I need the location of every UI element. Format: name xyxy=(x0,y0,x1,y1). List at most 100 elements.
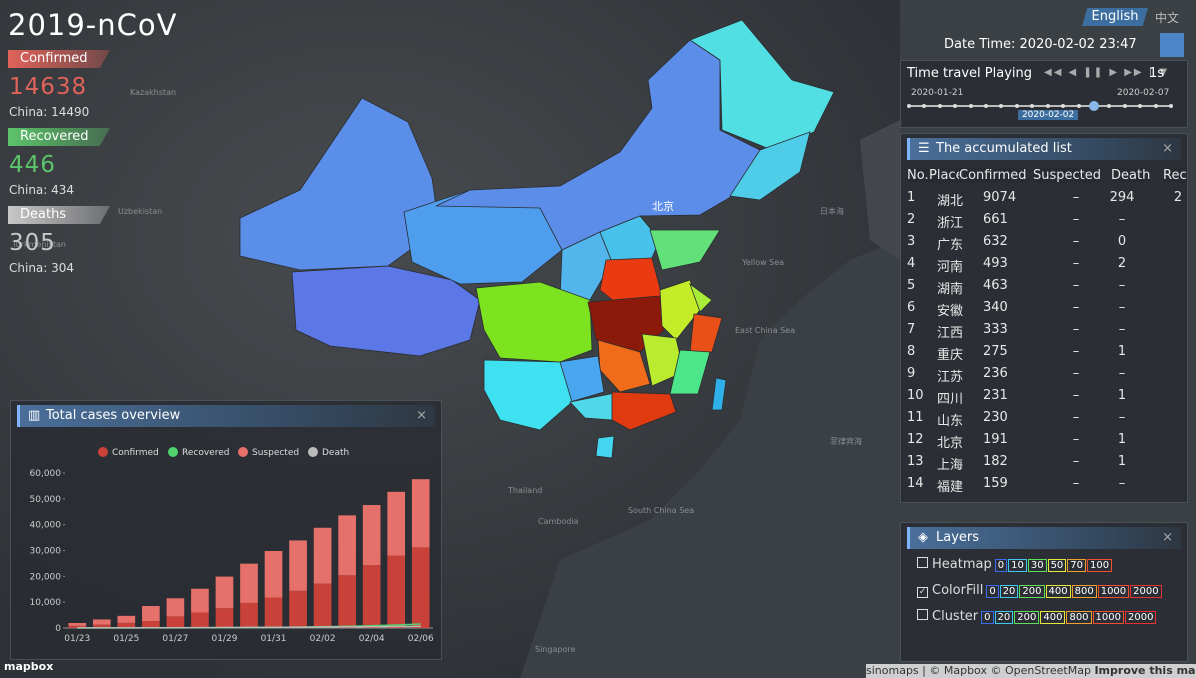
close-button[interactable]: × xyxy=(1162,530,1173,545)
x-tick-label: 02/06 xyxy=(408,634,434,644)
scale-box: 400 xyxy=(1040,611,1066,624)
map-label: Singapore xyxy=(535,645,576,654)
map-label: Yellow Sea xyxy=(742,258,785,267)
close-button[interactable]: × xyxy=(416,408,427,423)
bar xyxy=(240,602,258,628)
table-cell: 上海 xyxy=(937,458,964,473)
table-cell: – xyxy=(1072,366,1080,381)
slider-dot xyxy=(1153,104,1158,108)
table-cell: 236 xyxy=(983,366,1008,381)
table-cell: 661 xyxy=(983,212,1008,227)
table-cell: 182 xyxy=(983,454,1008,469)
column-header: Death xyxy=(1111,168,1151,183)
x-tick-label: 01/29 xyxy=(211,634,237,644)
slider-dot xyxy=(984,104,989,108)
scale-box: 2000 xyxy=(1130,585,1162,598)
legend-label[interactable]: Recovered xyxy=(182,448,229,458)
table-cell: 1 xyxy=(907,190,916,205)
legend-label[interactable]: Death xyxy=(322,448,349,458)
layer-checkbox[interactable] xyxy=(917,609,928,620)
slider-dot xyxy=(968,104,973,108)
scale-box: 1000 xyxy=(1092,611,1124,624)
y-tick-label: 50,000 xyxy=(30,495,62,505)
bar xyxy=(92,624,111,628)
layer-name[interactable]: Heatmap xyxy=(932,557,992,572)
scale-box: 1000 xyxy=(1097,585,1130,598)
bar xyxy=(166,598,185,617)
table-cell: 重庆 xyxy=(937,348,964,363)
table-cell: 9 xyxy=(907,366,916,381)
layer-checkbox[interactable] xyxy=(917,557,928,568)
x-tick-label: 01/25 xyxy=(113,634,139,644)
table-cell: 山东 xyxy=(937,414,964,429)
x-tick-label: 01/27 xyxy=(162,634,188,644)
bar xyxy=(191,612,209,628)
layer-name[interactable]: ColorFill xyxy=(932,583,984,598)
table-cell: 231 xyxy=(983,388,1008,403)
table-cell: 5 xyxy=(907,278,916,293)
panel-header: ☰ The accumulated list × xyxy=(907,138,1181,160)
bar xyxy=(362,565,381,628)
slider-dot xyxy=(1061,104,1066,108)
layer-row: Cluster 0 20 200 400 800 1000 2000 xyxy=(917,609,1185,625)
close-button[interactable]: × xyxy=(1162,141,1173,156)
layer-checkbox[interactable]: ✓ xyxy=(917,587,928,598)
slider-dot xyxy=(1045,104,1050,108)
table-cell: – xyxy=(1072,432,1080,447)
y-tick-label: 60,000 xyxy=(30,469,62,479)
playback-controls[interactable]: ◀◀ ◀ ❚❚ ▶ ▶▶ | ▼ xyxy=(1044,67,1170,78)
table-cell: 493 xyxy=(983,256,1008,271)
table-cell: 230 xyxy=(983,410,1008,425)
table-cell: 江西 xyxy=(937,326,964,341)
bar xyxy=(264,597,283,628)
table-cell: – xyxy=(1118,366,1126,381)
slider-dot xyxy=(1107,104,1112,108)
table-cell: 广东 xyxy=(937,238,964,253)
table-cell: 四川 xyxy=(937,392,964,407)
legend-swatch xyxy=(238,447,248,457)
table-cell: 463 xyxy=(983,278,1008,293)
lang-button[interactable]: 中文 xyxy=(1155,11,1180,25)
table-cell: 191 xyxy=(983,432,1008,447)
x-tick-label: 02/04 xyxy=(359,634,385,644)
table-cell: – xyxy=(1072,278,1080,293)
slider-dot xyxy=(1138,104,1143,108)
table-cell: 江苏 xyxy=(937,370,964,385)
speed[interactable]: 1s xyxy=(1149,66,1165,81)
time-slider[interactable]: 2020-01-21 2020-02-07 2020-02-02 xyxy=(901,87,1187,127)
scale-box: 0 xyxy=(994,559,1008,572)
legend-label[interactable]: Confirmed xyxy=(112,448,159,458)
scale-box: 400 xyxy=(1045,585,1071,598)
bar xyxy=(68,623,87,626)
scale-box: 0 xyxy=(986,585,999,598)
slider-handle[interactable] xyxy=(1088,101,1099,111)
table-cell: – xyxy=(1072,388,1080,403)
stat-china: China: 304 xyxy=(9,261,75,275)
slider-dot xyxy=(907,104,911,108)
stat-label: Deaths xyxy=(8,206,110,224)
attribution: sinomaps | © Mapbox © OpenStreetMap Impr… xyxy=(866,664,1196,678)
table-cell: – xyxy=(1118,300,1126,315)
slider-start: 2020-01-21 xyxy=(911,88,964,98)
lang-button[interactable]: English xyxy=(1082,8,1148,26)
y-tick-label: 0 xyxy=(55,624,61,634)
slider-dot xyxy=(999,104,1004,108)
stat-label: Recovered xyxy=(8,128,110,146)
improve-link[interactable]: Improve this map xyxy=(1094,664,1196,677)
legend-label[interactable]: Suspected xyxy=(252,448,299,458)
table-cell: 河南 xyxy=(937,260,964,275)
table-cell: 9074 xyxy=(983,190,1017,205)
bar xyxy=(68,625,87,628)
table-cell: – xyxy=(1118,212,1126,227)
scale-box: 200 xyxy=(1014,611,1040,624)
layer-name[interactable]: Cluster xyxy=(932,609,979,624)
legend-swatch xyxy=(308,447,318,457)
refresh-button[interactable] xyxy=(1160,33,1184,57)
table-cell: 1 xyxy=(1117,344,1127,359)
slider-current: 2020-02-02 xyxy=(1017,110,1079,120)
panel-header: ◈ Layers × xyxy=(907,527,1181,549)
table-cell: 湖南 xyxy=(937,282,964,297)
slider-end: 2020-02-07 xyxy=(1117,88,1170,98)
table-cell: 275 xyxy=(983,344,1008,359)
